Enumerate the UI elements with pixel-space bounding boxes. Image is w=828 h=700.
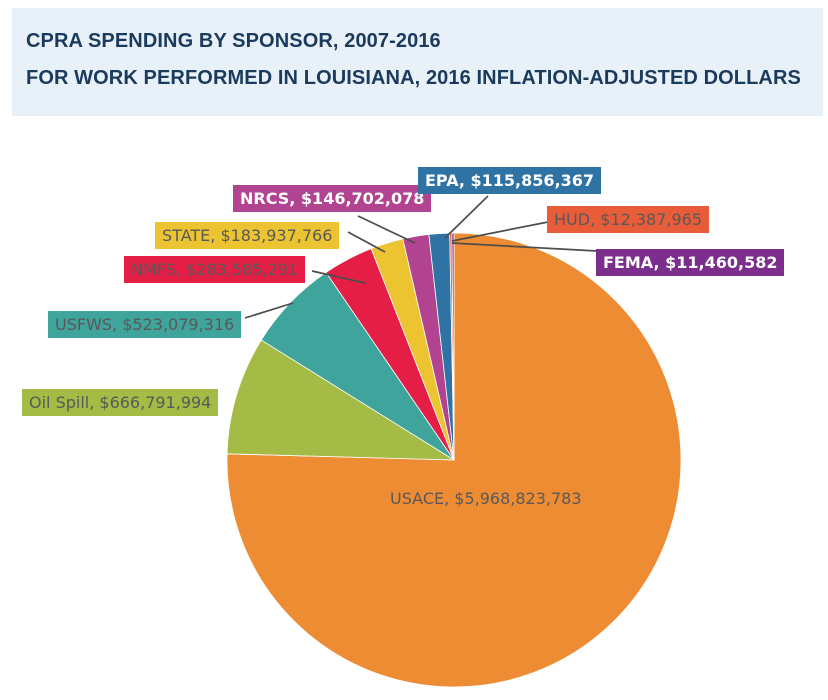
pie-label-usfws: USFWS, $523,079,316 bbox=[48, 311, 242, 338]
pie-label-hud: HUD, $12,387,965 bbox=[547, 206, 710, 233]
leader-line-nmfs bbox=[311, 270, 366, 284]
pie-label-fema: FEMA, $11,460,582 bbox=[596, 249, 785, 276]
pie-slice-oil_spill bbox=[226, 339, 456, 461]
pie-slice-fema bbox=[451, 232, 455, 461]
pie-label-epa: EPA, $115,856,367 bbox=[418, 167, 601, 194]
pie-label-state: STATE, $183,937,766 bbox=[155, 222, 340, 249]
leader-line-usfws bbox=[244, 302, 294, 319]
leader-line-fema bbox=[451, 242, 598, 252]
chart-subtitle: FOR WORK PERFORMED IN LOUISIANA, 2016 IN… bbox=[26, 67, 801, 89]
pie-label-usace: USACE, $5,968,823,783 bbox=[390, 489, 582, 508]
leader-line-nrcs bbox=[357, 215, 416, 244]
leader-line-epa bbox=[444, 195, 489, 239]
pie-label-nmfs: NMFS, $283,585,291 bbox=[124, 256, 305, 283]
chart-header: CPRA SPENDING BY SPONSOR, 2007-2016 FOR … bbox=[12, 8, 823, 116]
leader-line-state bbox=[347, 231, 386, 253]
chart-title: CPRA SPENDING BY SPONSOR, 2007-2016 bbox=[26, 30, 441, 52]
leader-line-hud bbox=[451, 221, 549, 242]
pie-label-nrcs: NRCS, $146,702,078 bbox=[233, 185, 432, 212]
pie-label-oil_spill: Oil Spill, $666,791,994 bbox=[22, 389, 219, 416]
